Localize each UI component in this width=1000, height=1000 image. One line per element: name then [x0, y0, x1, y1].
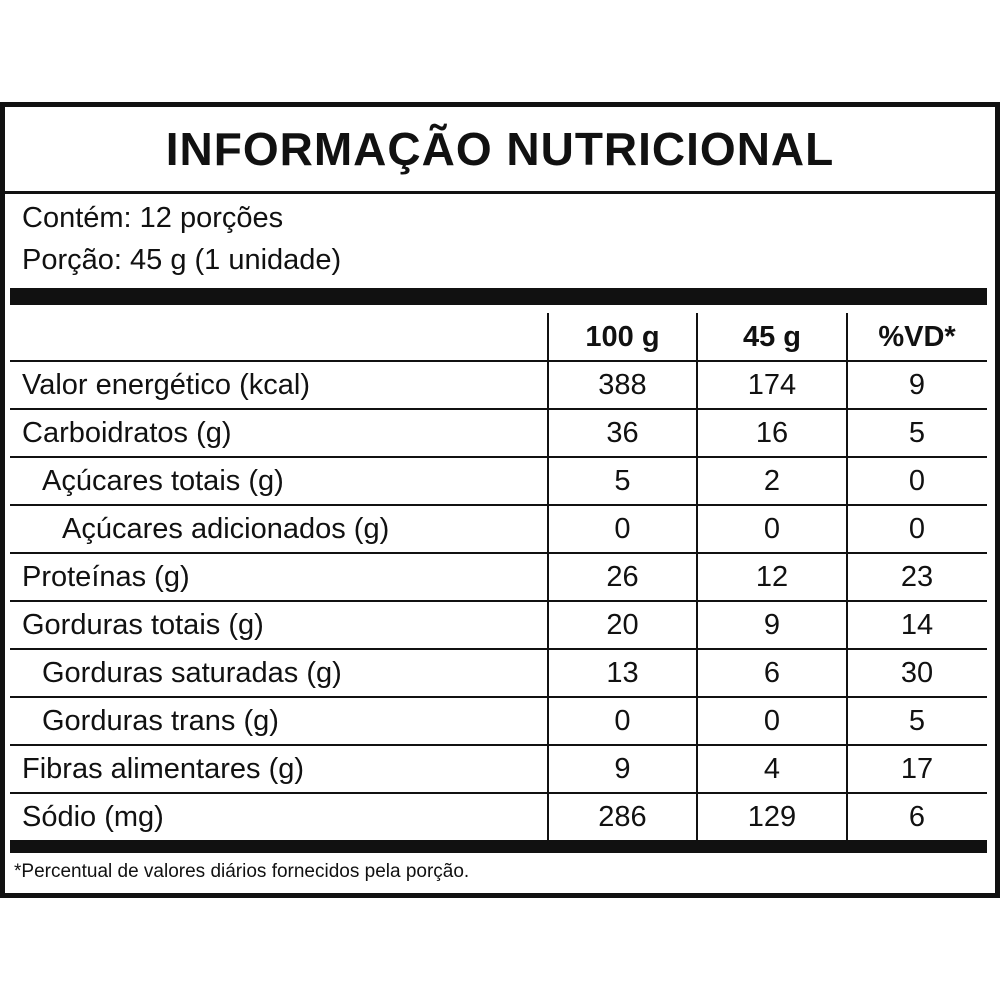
title: INFORMAÇÃO NUTRICIONAL	[165, 123, 835, 175]
nutrient-value: 13	[606, 657, 639, 689]
nutrient-value: 36	[606, 417, 639, 449]
portion: Porção: 45 g (1 unidade)	[22, 244, 342, 276]
row-line	[10, 696, 987, 698]
nutrient-value: 26	[606, 561, 639, 593]
nutrient-value: 20	[606, 609, 639, 641]
nutrient-value: 5	[908, 417, 926, 449]
thick-bar	[10, 840, 987, 853]
row-line	[10, 648, 987, 650]
nutrient-name: Açúcares adicionados (g)	[62, 513, 390, 545]
nutrient-value: 16	[755, 417, 789, 449]
row-line	[10, 504, 987, 506]
nutrient-value: 286	[598, 801, 647, 833]
row-line	[10, 792, 987, 794]
column-header: 100 g	[585, 321, 660, 353]
thick-bar	[10, 288, 987, 305]
nutrient-value: 23	[900, 561, 934, 593]
nutrient-name: Proteínas (g)	[22, 561, 190, 593]
row-line	[10, 456, 987, 458]
nutrient-value: 6	[763, 657, 781, 689]
nutrient-value: 0	[614, 513, 631, 545]
nutrient-name: Sódio (mg)	[22, 801, 164, 833]
nutrient-value: 4	[763, 753, 781, 785]
nutrient-name: Valor energético (kcal)	[22, 369, 310, 401]
nutrient-value: 9	[763, 609, 781, 641]
column-line	[696, 313, 698, 842]
servings: Contém: 12 porções	[22, 202, 284, 234]
column-line	[547, 313, 549, 842]
nutrient-value: 17	[900, 753, 934, 785]
nutrient-name: Carboidratos (g)	[22, 417, 232, 449]
nutrient-value: 5	[908, 705, 926, 737]
column-header: 45 g	[742, 321, 802, 353]
nutrient-value: 14	[900, 609, 934, 641]
nutrient-value: 6	[908, 801, 926, 833]
row-line	[10, 600, 987, 602]
column-line	[846, 313, 848, 842]
nutrient-value: 0	[614, 705, 631, 737]
nutrient-value: 174	[747, 369, 797, 401]
nutrient-value: 0	[763, 705, 781, 737]
row-line	[10, 744, 987, 746]
nutrient-value: 12	[755, 561, 789, 593]
nutrient-value: 2	[763, 465, 781, 497]
nutrient-name: Açúcares totais (g)	[42, 465, 284, 497]
nutrient-value: 388	[598, 369, 647, 401]
nutrient-value: 5	[614, 465, 631, 497]
nutrient-value: 0	[763, 513, 781, 545]
nutrient-name: Gorduras trans (g)	[42, 705, 279, 737]
row-line	[10, 552, 987, 554]
column-header: %VD*	[878, 321, 956, 353]
label-frame	[0, 102, 1000, 898]
nutrient-name: Gorduras totais (g)	[22, 609, 264, 641]
nutrient-value: 9	[908, 369, 926, 401]
nutrient-value: 0	[908, 465, 926, 497]
nutrient-name: Fibras alimentares (g)	[22, 753, 305, 785]
nutrient-value: 0	[908, 513, 926, 545]
nutrient-name: Gorduras saturadas (g)	[42, 657, 342, 689]
row-line	[10, 360, 987, 362]
nutrient-value: 30	[900, 657, 934, 689]
nutrient-value: 9	[614, 753, 631, 785]
nutrient-value: 129	[747, 801, 797, 833]
footnote: *Percentual de valores diários fornecido…	[14, 861, 470, 882]
divider	[5, 191, 995, 194]
row-line	[10, 408, 987, 410]
